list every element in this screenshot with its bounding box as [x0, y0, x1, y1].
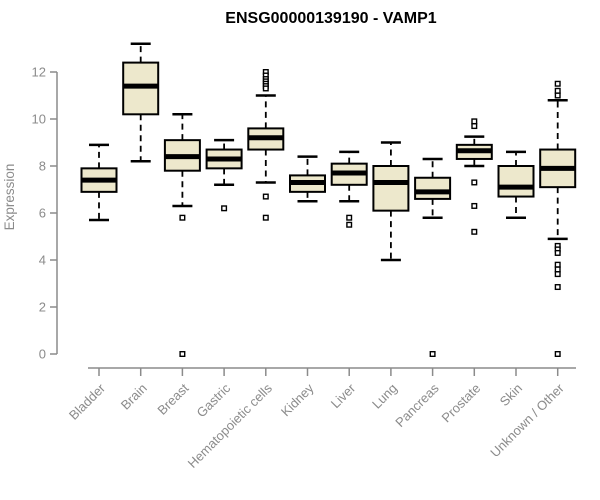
outlier-point	[554, 271, 561, 278]
y-tick-label: 12	[32, 65, 46, 80]
outlier-point	[179, 214, 186, 221]
y-tick-label: 10	[32, 112, 46, 127]
x-category-label: Bladder	[66, 380, 109, 423]
outlier-point	[471, 123, 478, 130]
x-category-label: Prostate	[439, 381, 484, 426]
x-category-label: Breast	[154, 380, 191, 417]
x-category-label: Lung	[369, 381, 400, 412]
outlier-point	[554, 87, 561, 94]
x-category-label: Skin	[497, 381, 525, 409]
iqr-box	[497, 165, 535, 198]
outlier-point	[471, 179, 478, 186]
outlier-point	[471, 202, 478, 209]
outlier-point	[346, 221, 353, 228]
y-tick-label: 2	[39, 300, 46, 315]
x-category-label: Liver	[328, 380, 359, 411]
x-category-label: Brain	[118, 381, 150, 413]
outlier-point	[554, 284, 561, 291]
x-category-label: Unknown / Other	[487, 380, 567, 460]
outlier-point	[554, 80, 561, 87]
outlier-point	[429, 351, 436, 358]
x-category-label: Pancreas	[392, 380, 442, 430]
outlier-point	[471, 118, 478, 125]
outlier-point	[554, 249, 561, 256]
outlier-point	[554, 351, 561, 358]
outlier-point	[471, 228, 478, 235]
y-axis-label: Expression	[2, 164, 17, 231]
outlier-point	[262, 85, 269, 92]
outlier-point	[262, 214, 269, 221]
outlier-point	[262, 193, 269, 200]
y-tick-label: 8	[39, 159, 46, 174]
outlier-point	[346, 214, 353, 221]
outlier-point	[554, 92, 561, 99]
outlier-point	[179, 351, 186, 358]
outlier-point	[554, 261, 561, 268]
chart-title: ENSG00000139190 - VAMP1	[225, 10, 436, 27]
y-tick-label: 0	[39, 347, 46, 362]
iqr-box	[414, 176, 452, 200]
outlier-point	[554, 266, 561, 273]
y-tick-label: 6	[39, 206, 46, 221]
x-category-label: Kidney	[278, 380, 317, 419]
iqr-box	[372, 165, 410, 212]
y-tick-label: 4	[39, 253, 46, 268]
x-category-label: Gastric	[194, 380, 234, 420]
outlier-point	[221, 205, 228, 212]
